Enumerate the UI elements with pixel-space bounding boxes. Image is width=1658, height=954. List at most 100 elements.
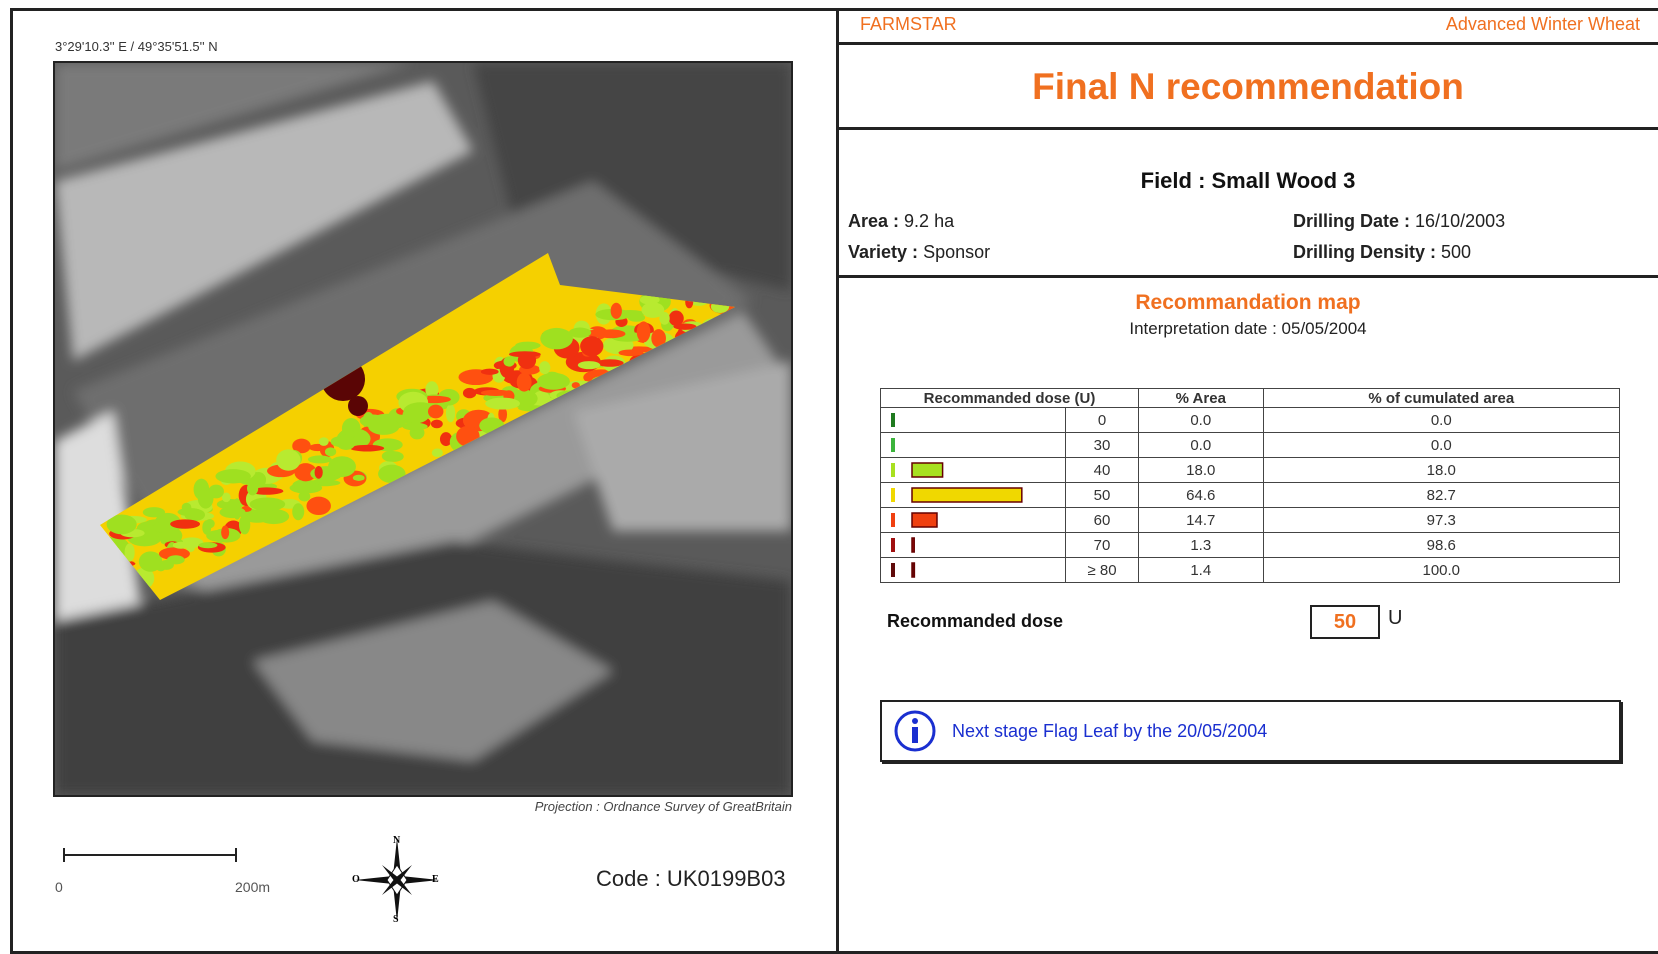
header-row: Recommanded dose (U)% Area% of cumulated… bbox=[879, 388, 1621, 408]
crop: Advanced Winter Wheat bbox=[1445, 14, 1640, 34]
drilling-date-value: 16/10/2003 bbox=[1415, 211, 1506, 231]
scale-start: 0 bbox=[55, 879, 63, 895]
field-patch bbox=[258, 508, 290, 525]
color-swatch bbox=[891, 413, 895, 427]
table-row: 50 64.6 82.7 bbox=[880, 482, 1621, 508]
field-patch bbox=[219, 506, 246, 519]
dose-label: Recommanded dose bbox=[887, 611, 1064, 631]
variety-value: Sponsor bbox=[923, 242, 991, 262]
dose: ≥ 80 bbox=[1064, 557, 1140, 583]
field-patch bbox=[544, 371, 560, 381]
bar-cell bbox=[880, 507, 1066, 533]
field-patch bbox=[328, 456, 356, 478]
drilling-density: Drilling Density : 500 bbox=[1293, 243, 1471, 261]
drilling-date: Drilling Date : 16/10/2003 bbox=[1293, 212, 1505, 230]
field-patch bbox=[580, 336, 604, 357]
field-patch bbox=[368, 417, 400, 435]
field-patch bbox=[204, 489, 220, 498]
compass-s: S bbox=[393, 914, 399, 925]
area-bar-chart bbox=[891, 487, 1023, 503]
table-row: 40 18.0 18.0 bbox=[880, 457, 1621, 483]
area-percent: 64.6 bbox=[1138, 482, 1264, 508]
next-stage-note: Next stage Flag Leaf by the 20/05/2004 bbox=[952, 721, 1268, 741]
column-header: Recommanded dose (U) bbox=[879, 388, 1140, 408]
field-code: Code : UK0199B03 bbox=[596, 866, 786, 891]
field-patch bbox=[249, 497, 286, 511]
table-row: 30 0.0 0.0 bbox=[880, 432, 1621, 458]
field-patch bbox=[138, 551, 163, 572]
cumulated-percent: 97.3 bbox=[1262, 507, 1621, 533]
scale-end: 200m bbox=[235, 879, 271, 895]
field-patch bbox=[221, 525, 230, 540]
area-percent: 0.0 bbox=[1138, 407, 1264, 433]
compass-e: E bbox=[432, 874, 439, 885]
dose: 50 bbox=[1064, 482, 1140, 508]
column-header: % of cumulated area bbox=[1262, 388, 1621, 408]
area-bar bbox=[911, 487, 1023, 503]
area-percent: 0.0 bbox=[1138, 432, 1264, 458]
dose: 70 bbox=[1064, 532, 1140, 558]
field-patch bbox=[508, 351, 541, 358]
field-patch bbox=[172, 541, 190, 549]
field-patch bbox=[402, 405, 430, 424]
rule bbox=[838, 42, 1658, 45]
field-patch bbox=[651, 329, 666, 348]
field-patch bbox=[462, 387, 477, 399]
aerial-map bbox=[53, 61, 793, 797]
area-bar bbox=[911, 462, 944, 478]
info-icon bbox=[894, 710, 936, 752]
area-percent: 1.3 bbox=[1138, 532, 1264, 558]
field-patch bbox=[639, 294, 660, 305]
area-bar-chart bbox=[891, 462, 944, 478]
bar-cell bbox=[880, 407, 1066, 433]
field-patch bbox=[540, 327, 573, 350]
dose-value: 50 bbox=[1310, 605, 1380, 639]
column-header: % Area bbox=[1138, 388, 1264, 408]
color-swatch bbox=[891, 488, 895, 502]
field-patch bbox=[503, 356, 515, 367]
field-patch bbox=[336, 434, 356, 450]
field-patch bbox=[276, 449, 301, 471]
area-bar-chart bbox=[891, 562, 916, 578]
field-patch bbox=[381, 450, 400, 462]
field-patch bbox=[498, 406, 508, 423]
field-patch bbox=[425, 381, 439, 398]
field-patch bbox=[307, 455, 332, 464]
field-patch bbox=[577, 361, 601, 370]
field-patch bbox=[539, 361, 551, 375]
color-swatch bbox=[891, 563, 895, 577]
compass-w: O bbox=[352, 874, 360, 885]
field-patch bbox=[480, 389, 512, 396]
field-patch bbox=[306, 496, 331, 516]
field-patch bbox=[298, 491, 311, 502]
projection: Projection : Ordnance Survey of GreatBri… bbox=[534, 799, 792, 814]
drilling-density-value: 500 bbox=[1441, 242, 1472, 262]
field-patch bbox=[246, 481, 259, 496]
field-patch bbox=[485, 397, 520, 410]
field-patch bbox=[355, 432, 364, 443]
dose: 60 bbox=[1064, 507, 1140, 533]
area-bar bbox=[911, 512, 938, 528]
field-patch bbox=[352, 474, 365, 481]
area-label: Area : bbox=[848, 211, 900, 231]
field-patch bbox=[198, 542, 218, 549]
map-title: Recommandation map bbox=[1135, 291, 1361, 314]
field-patch bbox=[427, 404, 444, 419]
field-patch bbox=[445, 404, 456, 423]
compass bbox=[355, 838, 439, 922]
title: Final N recommendation bbox=[1032, 66, 1464, 107]
field-patch bbox=[348, 396, 368, 416]
color-swatch bbox=[891, 538, 895, 552]
table-row: 0 0.0 0.0 bbox=[880, 407, 1621, 433]
field-patch bbox=[610, 302, 622, 319]
field-patch bbox=[480, 368, 499, 375]
dose-table: Recommanded dose (U)% Area% of cumulated… bbox=[879, 388, 1621, 583]
table-row: ≥ 80 1.4 100.0 bbox=[880, 557, 1621, 583]
field-patch bbox=[350, 444, 385, 452]
rule bbox=[838, 127, 1658, 130]
cumulated-percent: 18.0 bbox=[1262, 457, 1621, 483]
field-patch bbox=[431, 448, 443, 458]
field-patch bbox=[221, 492, 231, 503]
field-patch bbox=[124, 543, 135, 562]
area-percent: 18.0 bbox=[1138, 457, 1264, 483]
